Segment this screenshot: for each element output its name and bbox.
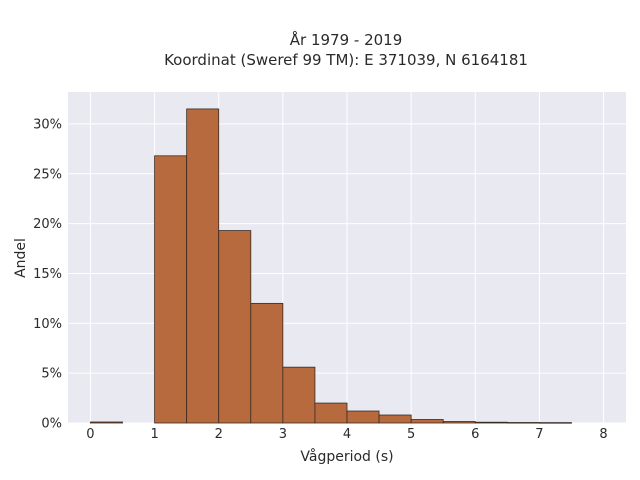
histogram-bar <box>346 410 380 424</box>
y-tick-label: 10% <box>33 317 62 332</box>
histogram-bar <box>250 302 284 424</box>
x-axis-ticks: 0 1 2 3 4 5 6 7 8 <box>86 427 607 442</box>
histogram-bar <box>282 366 316 424</box>
y-tick-label: 25% <box>33 167 62 182</box>
x-tick-label: 5 <box>407 427 415 442</box>
y-axis-ticks: 0% 5% 10% 15% 20% 25% 30% <box>33 117 62 431</box>
y-tick-label: 0% <box>41 417 62 432</box>
histogram-bar <box>410 419 444 424</box>
histogram-bar <box>314 402 348 424</box>
x-tick-label: 7 <box>535 427 543 442</box>
y-tick-label: 15% <box>33 267 62 282</box>
y-tick-label: 30% <box>33 117 62 132</box>
x-tick-label: 8 <box>599 427 607 442</box>
x-tick-label: 2 <box>215 427 223 442</box>
x-tick-label: 3 <box>279 427 287 442</box>
chart-title-line-2: Koordinat (Sweref 99 TM): E 371039, N 61… <box>164 51 528 69</box>
x-tick-label: 0 <box>86 427 94 442</box>
x-tick-label: 4 <box>343 427 351 442</box>
histogram-bar <box>154 155 188 424</box>
histogram-bar <box>442 421 476 424</box>
histogram-bar <box>218 230 252 424</box>
histogram-bar <box>90 421 123 424</box>
chart-title-line-1: År 1979 - 2019 <box>290 30 403 49</box>
histogram-bar <box>506 422 540 424</box>
histogram-bar <box>186 108 220 424</box>
y-tick-label: 20% <box>33 217 62 232</box>
histogram-bar <box>539 422 572 424</box>
histogram-bar <box>378 414 412 424</box>
x-tick-label: 6 <box>471 427 479 442</box>
x-axis-label: Vågperiod (s) <box>300 448 393 465</box>
histogram-bars <box>90 108 572 424</box>
histogram-bar <box>474 421 508 424</box>
y-tick-label: 5% <box>41 367 62 382</box>
x-tick-label: 1 <box>150 427 158 442</box>
y-axis-label: Andel <box>13 238 29 278</box>
